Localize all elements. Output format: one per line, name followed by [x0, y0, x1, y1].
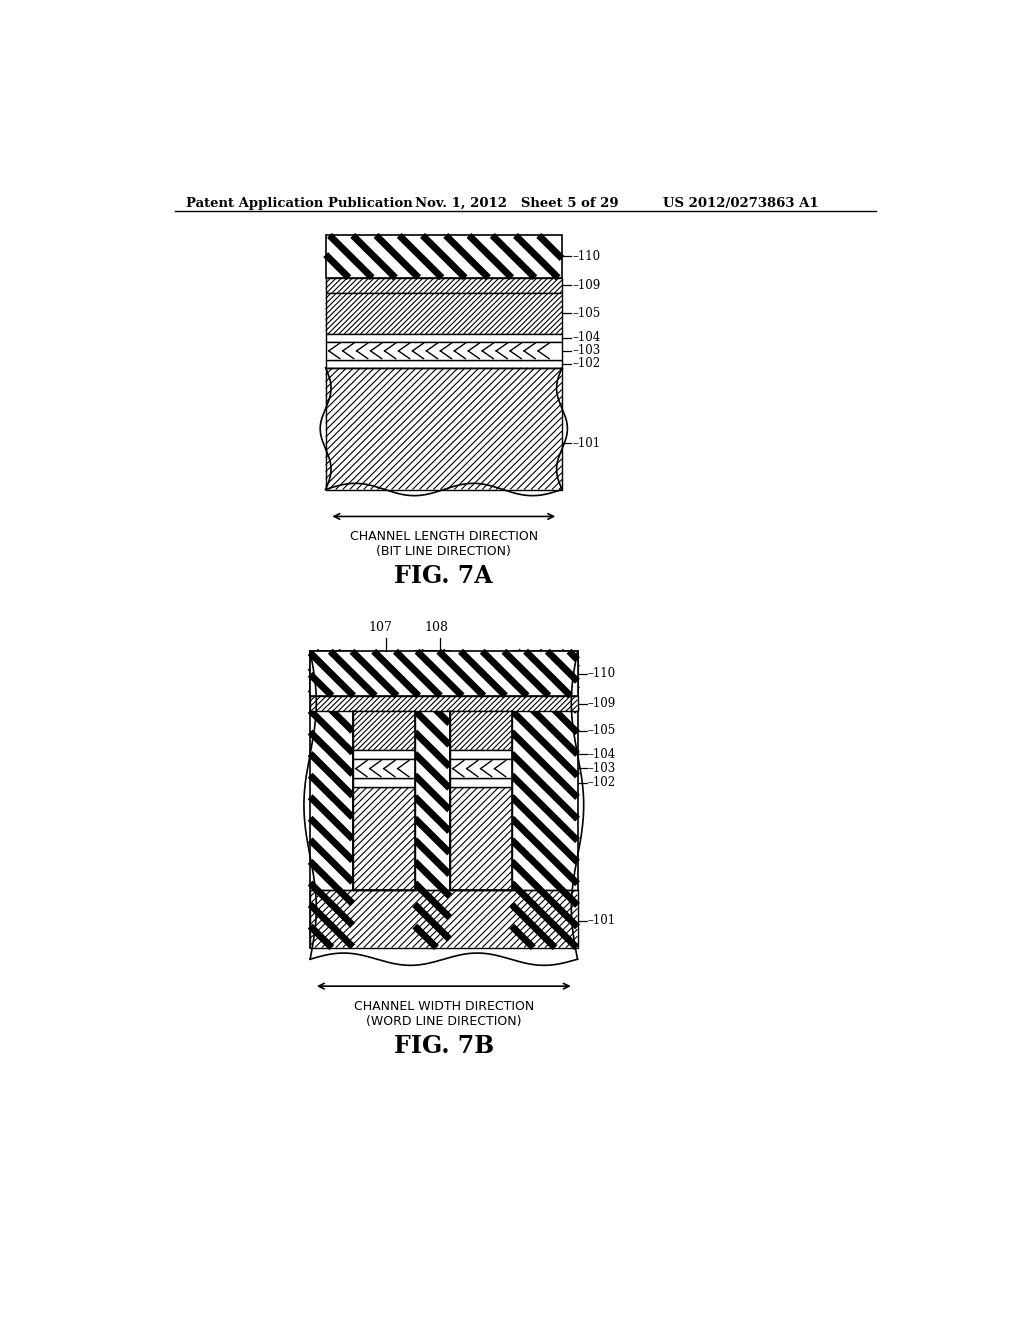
Bar [310, 651, 352, 948]
Bar [326, 342, 562, 360]
Text: –110: –110 [572, 249, 600, 263]
Bar [415, 651, 450, 948]
Text: –109: –109 [572, 279, 600, 292]
Bar [310, 696, 578, 711]
Bar [450, 779, 512, 788]
Bar [326, 293, 562, 334]
Bar [352, 711, 415, 750]
Bar [512, 651, 578, 948]
Bar [352, 779, 415, 788]
Text: –103: –103 [572, 345, 600, 358]
Bar [450, 711, 512, 750]
Bar [326, 235, 562, 277]
Text: –101: –101 [572, 437, 600, 450]
Bar [450, 750, 512, 759]
Bar [450, 788, 512, 890]
Bar [352, 788, 415, 890]
Text: CHANNEL LENGTH DIRECTION
(BIT LINE DIRECTION): CHANNEL LENGTH DIRECTION (BIT LINE DIREC… [350, 531, 538, 558]
Bar [326, 277, 562, 293]
Text: –104: –104 [572, 331, 600, 345]
Text: Nov. 1, 2012   Sheet 5 of 29: Nov. 1, 2012 Sheet 5 of 29 [415, 197, 618, 210]
Text: –105: –105 [588, 723, 615, 737]
Text: –102: –102 [588, 776, 615, 789]
Bar [326, 368, 562, 490]
Text: –110: –110 [588, 667, 615, 680]
Bar [450, 759, 512, 779]
Text: 108: 108 [424, 622, 449, 635]
Text: FIG. 7A: FIG. 7A [394, 564, 494, 589]
Text: FIG. 7B: FIG. 7B [394, 1034, 494, 1057]
Bar [352, 750, 415, 759]
Bar [326, 334, 562, 342]
Bar [310, 651, 578, 696]
Text: –102: –102 [572, 358, 600, 371]
Text: Patent Application Publication: Patent Application Publication [186, 197, 413, 210]
Text: –104: –104 [588, 748, 615, 760]
Text: –101: –101 [588, 915, 615, 927]
Text: US 2012/0273863 A1: US 2012/0273863 A1 [663, 197, 818, 210]
Bar [326, 360, 562, 368]
Text: –109: –109 [588, 697, 615, 710]
Bar [310, 890, 578, 948]
Text: CHANNEL WIDTH DIRECTION
(WORD LINE DIRECTION): CHANNEL WIDTH DIRECTION (WORD LINE DIREC… [353, 1001, 534, 1028]
Text: –103: –103 [588, 762, 615, 775]
Bar [352, 759, 415, 779]
Text: 107: 107 [368, 622, 392, 635]
Text: –105: –105 [572, 306, 600, 319]
